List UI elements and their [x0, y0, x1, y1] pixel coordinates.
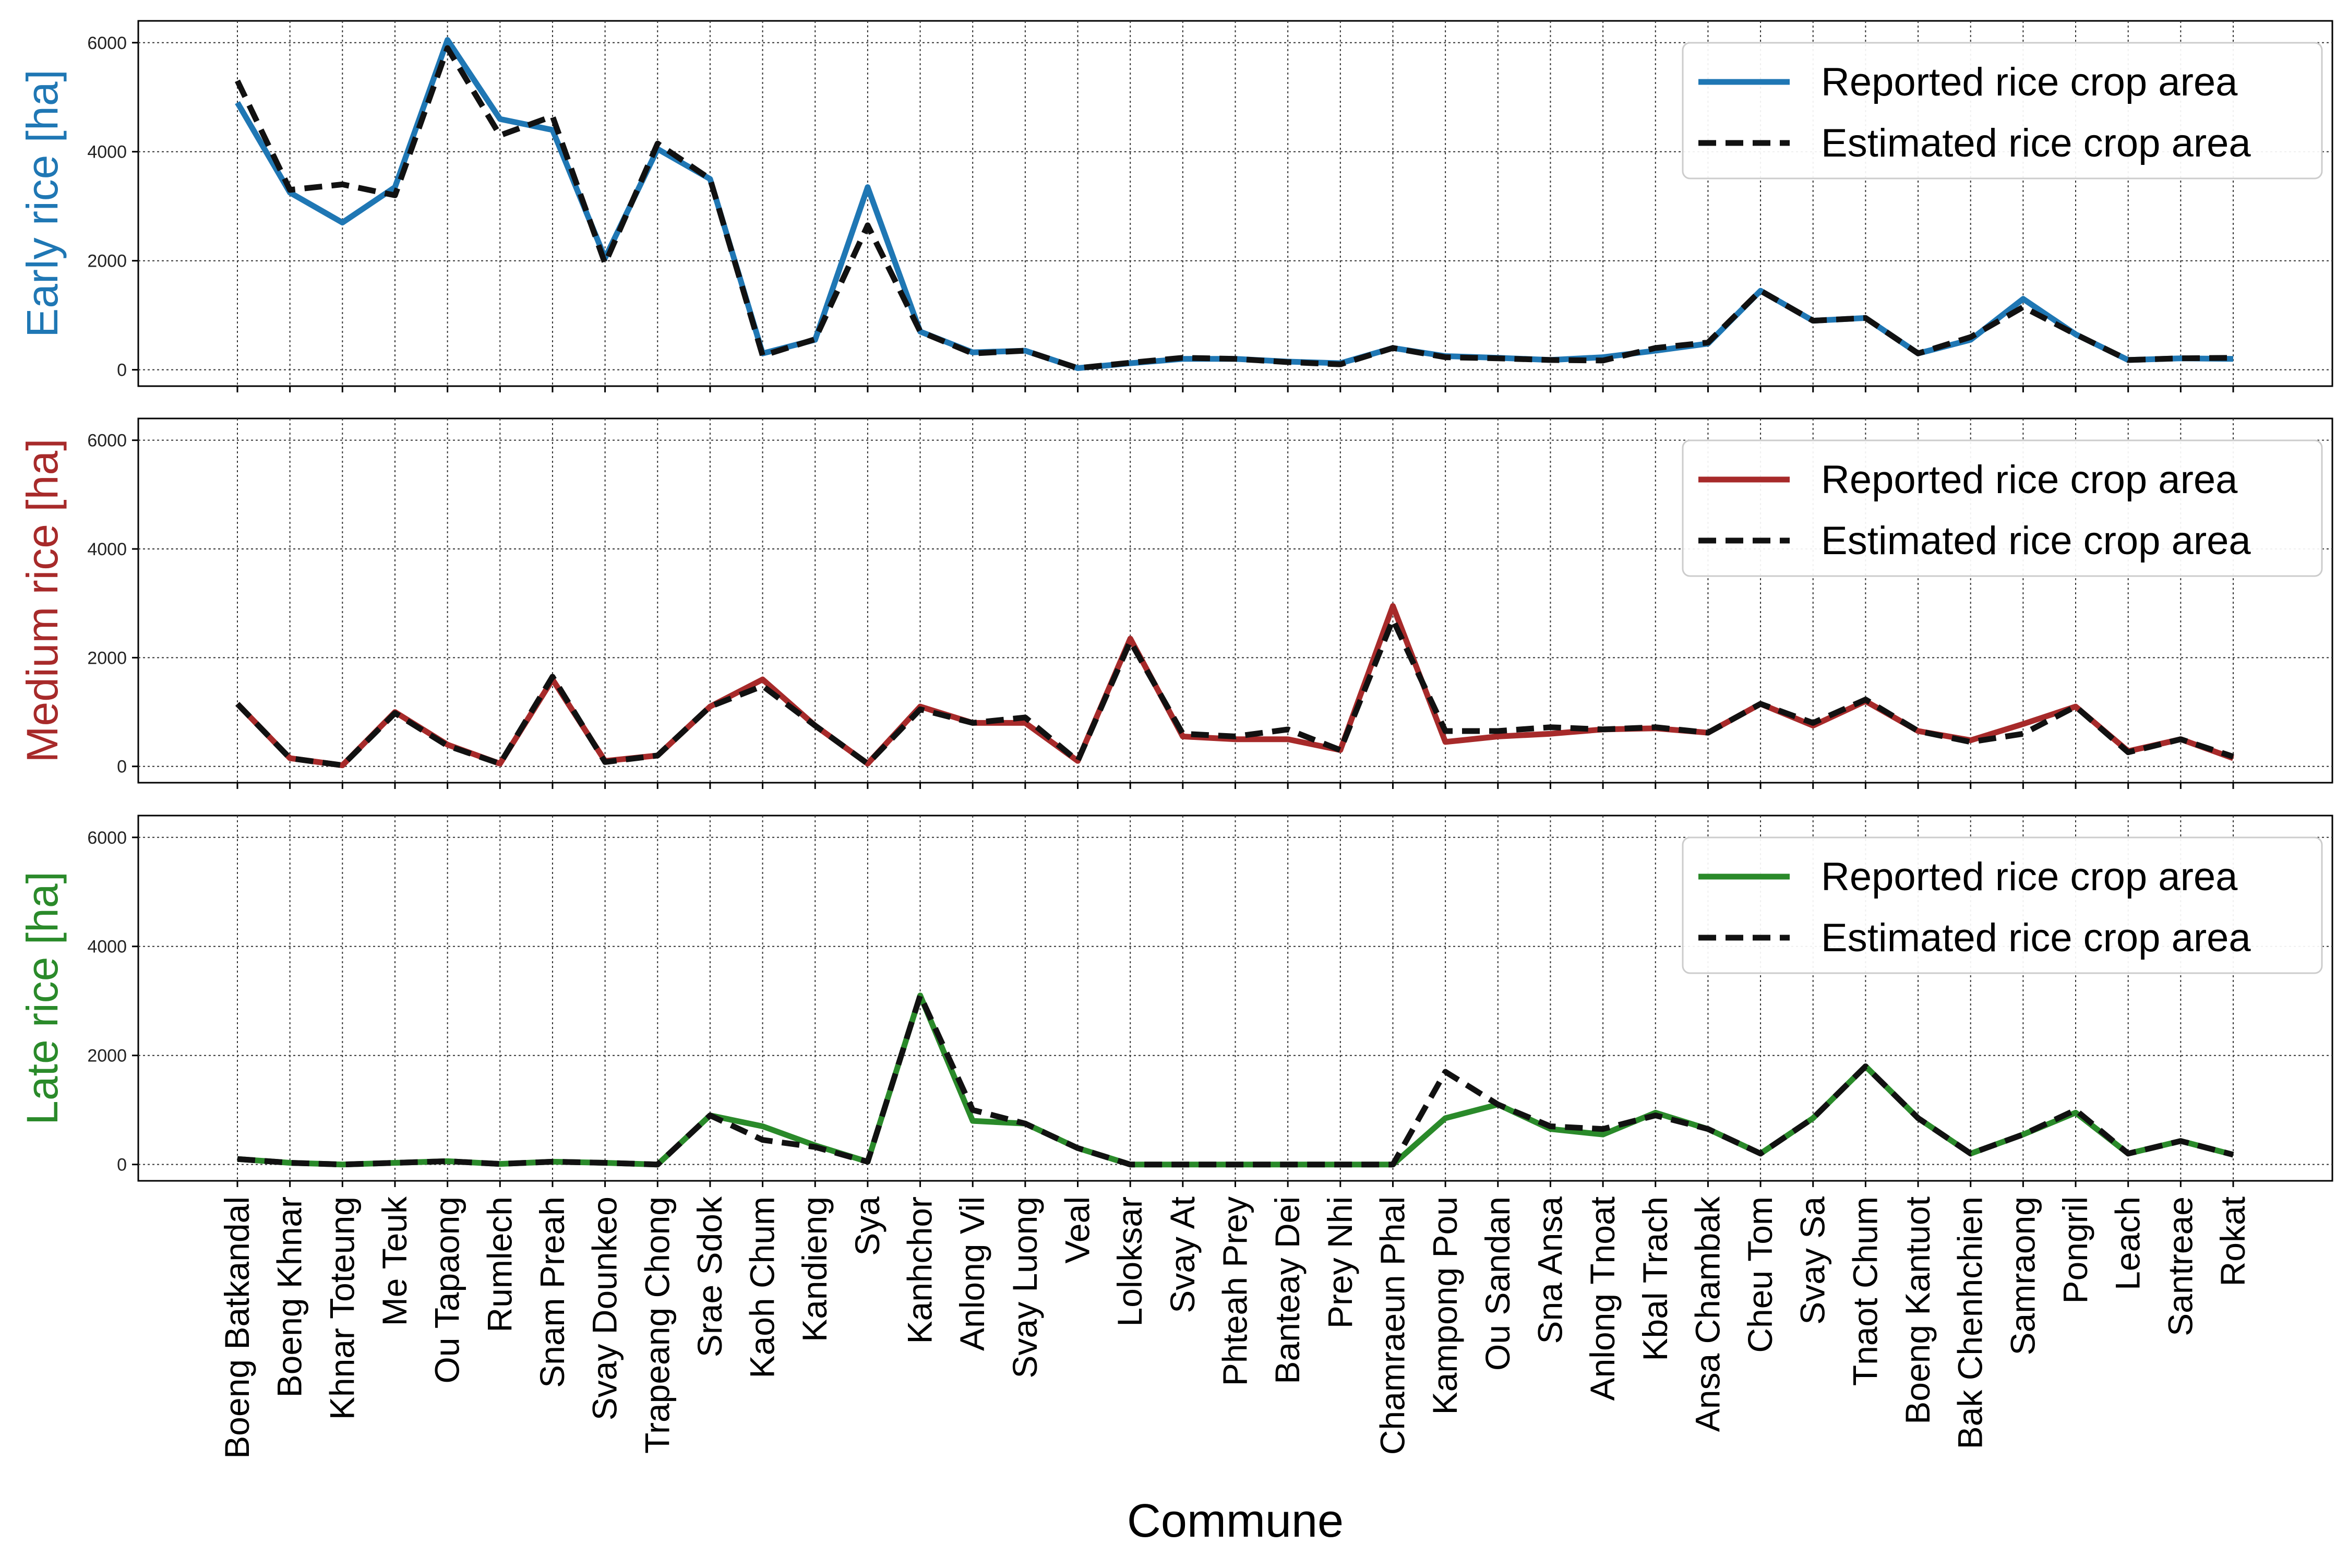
x-tick-label: Prey Nhi	[1321, 1196, 1359, 1328]
legend: Reported rice crop area Estimated rice cr…	[1682, 439, 2323, 577]
y-tick-label: 0	[117, 757, 127, 777]
x-tick-label: Rokat	[2213, 1196, 2252, 1286]
estimated-series-line	[237, 992, 2234, 1168]
panel-1: 0 2000 4000 6000 Early rice [ha] Reported ric…	[18, 20, 2333, 392]
x-tick-label: Anlong Vil	[953, 1196, 991, 1351]
legend-box	[1682, 42, 2323, 179]
x-tick-label: Phteah Prey	[1216, 1196, 1254, 1386]
x-tick-label: Kaoh Chum	[743, 1196, 782, 1379]
x-tick-label: Bak Chenhchien	[1951, 1196, 1990, 1449]
y-tick-label: 4000	[87, 142, 127, 162]
y-tick-label: 6000	[87, 431, 127, 451]
legend-label: Estimated rice crop area	[1821, 121, 2251, 165]
x-tick-label: Tnaot Chum	[1846, 1196, 1884, 1386]
x-tick-label: Svay At	[1163, 1196, 1202, 1313]
legend-label: Estimated rice crop area	[1821, 519, 2251, 563]
legend-label: Reported rice crop area	[1821, 855, 2238, 899]
y-tick-label: 6000	[87, 828, 127, 848]
legend-label: Reported rice crop area	[1821, 458, 2238, 502]
x-tick-label: Me Teuk	[375, 1196, 414, 1326]
y-axis-label: Early rice [ha]	[18, 69, 67, 338]
legend: Reported rice crop area Estimated rice cr…	[1682, 836, 2323, 974]
estimated-series-line	[235, 45, 2234, 371]
x-axis-label: Commune	[1127, 1495, 1344, 1547]
panel-3: 0 2000 4000 6000 Late rice [ha] Reported rice…	[18, 815, 2333, 1187]
y-tick-label: 2000	[87, 252, 127, 271]
x-tick-label: Ansa Chambak	[1688, 1196, 1727, 1432]
x-tick-label: Boeng Khnar	[270, 1196, 309, 1397]
legend-box	[1682, 836, 2323, 974]
x-tick-label: Svay Sa	[1793, 1196, 1832, 1325]
y-tick-label: 0	[117, 361, 127, 380]
x-tick-label: Svay Dounkeo	[585, 1196, 624, 1420]
x-tick-label: Kampong Pou	[1425, 1196, 1464, 1415]
x-tick-label: Khnar Toteung	[322, 1196, 361, 1420]
x-tick-label: Banteay Dei	[1268, 1196, 1307, 1384]
x-tick-label: Boeng Batkandal	[218, 1196, 256, 1459]
estimated-series-line	[235, 617, 2234, 769]
legend-box	[1682, 439, 2323, 577]
x-tick-label: Loloksar	[1110, 1196, 1149, 1326]
y-axis-label: Late rice [ha]	[18, 871, 67, 1125]
x-tick-label: Kbal Trach	[1636, 1196, 1674, 1361]
x-tick-label: Sya	[848, 1196, 887, 1256]
x-tick-label: Veal	[1058, 1196, 1097, 1263]
legend-label: Reported rice crop area	[1821, 60, 2238, 104]
y-tick-label: 2000	[87, 648, 127, 668]
x-tick-label: Ou Sandan	[1478, 1196, 1517, 1371]
panel-2: 0 2000 4000 6000 Medium rice [ha] Reported ri…	[18, 417, 2333, 789]
x-tick-label: Kanhchor	[901, 1196, 939, 1344]
x-tick-label: Pongril	[2056, 1196, 2094, 1303]
y-tick-label: 4000	[87, 540, 127, 559]
x-tick-label: Boeng Kantuot	[1898, 1196, 1937, 1425]
x-tick-label: Samraong	[2003, 1196, 2042, 1356]
x-tick-label: Chamraeun Phal	[1373, 1196, 1411, 1455]
x-tick-label: Trapeang Chong	[638, 1196, 676, 1454]
y-axis-label: Medium rice [ha]	[18, 439, 67, 763]
x-tick-label: Santreae	[2161, 1196, 2199, 1336]
x-tick-label: Anlong Tnoat	[1583, 1196, 1622, 1401]
x-tick-label: Svay Luong	[1005, 1196, 1044, 1379]
y-tick-label: 0	[117, 1155, 127, 1175]
x-tick-label: Sna Ansa	[1530, 1196, 1569, 1344]
x-tick-label: Cheu Tom	[1741, 1196, 1779, 1353]
x-tick-label: Srae Sdok	[690, 1196, 729, 1357]
x-tick-label: Kandieng	[795, 1196, 834, 1342]
x-tick-label: Ou Tapaong	[428, 1196, 466, 1383]
y-tick-label: 6000	[87, 33, 127, 53]
y-tick-label: 4000	[87, 937, 127, 957]
legend: Reported rice crop area Estimated rice cr…	[1682, 42, 2323, 179]
x-tick-label: Snam Preah	[533, 1196, 571, 1388]
x-tick-label: Leach	[2109, 1196, 2147, 1290]
x-tick-label: Rumlech	[480, 1196, 519, 1332]
legend-label: Estimated rice crop area	[1821, 916, 2251, 960]
y-tick-label: 2000	[87, 1046, 127, 1066]
